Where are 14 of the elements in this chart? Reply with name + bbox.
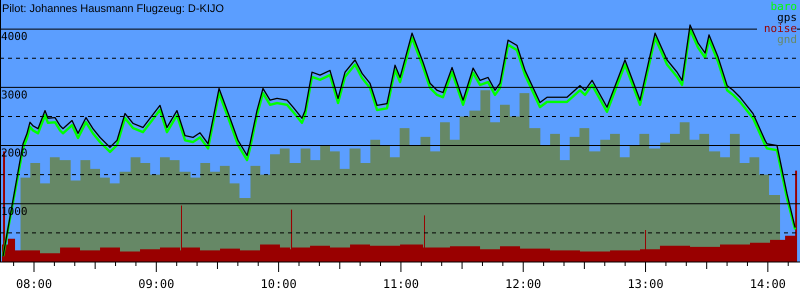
- x-tick-label: 10:00: [260, 277, 297, 291]
- chart-title: Pilot: Johannes Hausmann Flugzeug: D-KIJO: [2, 3, 224, 15]
- x-tick-label: 14:00: [750, 277, 786, 291]
- x-tick-label: 11:00: [382, 277, 419, 291]
- x-tick-label: 08:00: [16, 277, 52, 291]
- text: gnd: [777, 33, 797, 46]
- x-tick-label: 09:00: [138, 277, 174, 291]
- text: baro: [770, 0, 797, 13]
- text: noise: [764, 22, 797, 35]
- y-tick-label: 3000: [1, 88, 28, 102]
- y-tick-label: 4000: [1, 30, 28, 44]
- text: gps: [777, 11, 797, 24]
- x-tick-label: 13:00: [627, 277, 664, 291]
- x-tick-label: 12:00: [505, 277, 542, 291]
